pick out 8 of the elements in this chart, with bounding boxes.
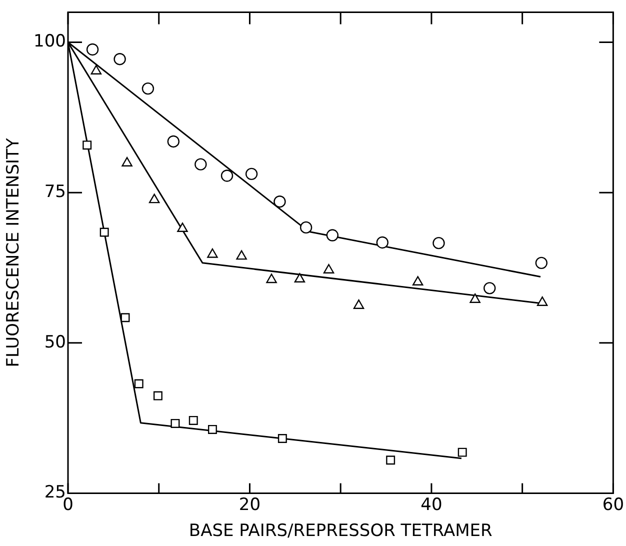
x-axis-title: BASE PAIRS/REPRESSOR TETRAMER — [188, 521, 492, 542]
y-tick-label: 100 — [34, 32, 66, 52]
x-tick-label: 60 — [602, 494, 624, 515]
y-axis-title: FLUORESCENCE INTENSITY — [4, 138, 24, 368]
x-tick-label: 40 — [420, 494, 442, 515]
y-tick-label: 50 — [44, 332, 66, 352]
y-tick-label: 75 — [44, 182, 66, 202]
x-tick-label: 20 — [238, 494, 261, 515]
